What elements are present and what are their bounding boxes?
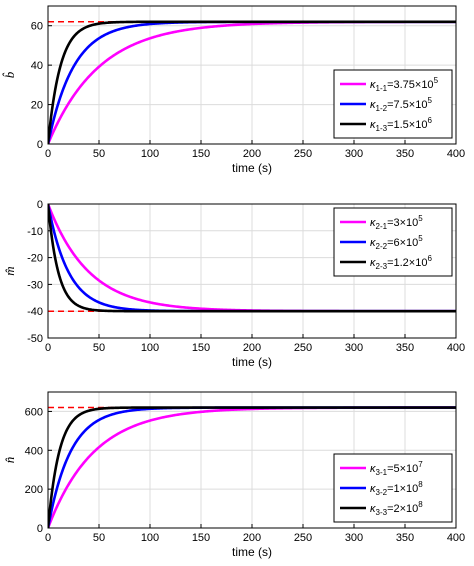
axes-box <box>47 203 457 339</box>
x-tick-label: 350 <box>396 148 414 160</box>
y-tick-label: 0 <box>37 199 43 211</box>
x-tick-label: 300 <box>345 342 363 354</box>
x-axis-label: time (s) <box>232 161 272 175</box>
x-tick-label: 100 <box>141 148 159 160</box>
x-tick-label: 0 <box>45 148 51 160</box>
y-tick-label: -10 <box>27 226 43 238</box>
x-tick-label: 50 <box>93 342 105 354</box>
y-tick-label: -30 <box>27 279 43 291</box>
x-tick-label: 0 <box>45 532 51 544</box>
y-tick-label: 0 <box>37 139 43 151</box>
legend-entry-2: κ2-2=6×105 <box>370 234 423 251</box>
x-tick-label: 400 <box>447 532 465 544</box>
legend-entry-1: κ2-1=3×105 <box>370 214 423 231</box>
series-line-3 <box>48 204 456 313</box>
x-tick-label: 300 <box>345 532 363 544</box>
x-axis-label: time (s) <box>232 545 272 559</box>
x-axis-label: time (s) <box>232 355 272 369</box>
panel-m-hat: 0 50 100 150 200 250 300 350 400 0 -10 -20 -30 -40 -50… <box>2 199 465 369</box>
y-tick-label: -40 <box>27 306 43 318</box>
legend-entry-2: κ1-2=7.5×105 <box>370 96 432 113</box>
y-tick-label: -20 <box>27 253 43 265</box>
y-tick-label: 600 <box>25 406 43 418</box>
y-axis-label: b̂ <box>2 71 17 78</box>
x-tick-label: 400 <box>447 342 465 354</box>
x-tick-label: 400 <box>447 148 465 160</box>
series-line-3 <box>48 406 456 528</box>
y-tick-label: -50 <box>27 333 43 345</box>
legend-entry-1: κ3-1=5×107 <box>370 460 423 477</box>
x-tick-label: 150 <box>192 342 210 354</box>
y-tick-label: 400 <box>25 445 43 457</box>
series-line-3 <box>48 20 456 144</box>
legend-entry-2: κ3-2=1×108 <box>370 480 423 497</box>
legend-entry-3: κ1-3=1.5×106 <box>370 116 432 133</box>
x-tick-label: 250 <box>294 532 312 544</box>
x-tick-label: 50 <box>93 148 105 160</box>
y-tick-label: 40 <box>31 60 43 72</box>
x-tick-label: 200 <box>243 532 261 544</box>
x-tick-label: 150 <box>192 532 210 544</box>
x-tick-label: 300 <box>345 148 363 160</box>
x-tick-label: 0 <box>45 342 51 354</box>
y-tick-label: 0 <box>37 523 43 535</box>
x-tick-label: 100 <box>141 342 159 354</box>
x-tick-label: 250 <box>294 148 312 160</box>
x-tick-label: 250 <box>294 342 312 354</box>
y-tick-label: 200 <box>25 484 43 496</box>
x-tick-label: 200 <box>243 148 261 160</box>
y-tick-label: 20 <box>31 100 43 112</box>
x-tick-label: 350 <box>396 532 414 544</box>
x-tick-label: 100 <box>141 532 159 544</box>
axes-box <box>47 391 457 529</box>
legend-entry-3: κ2-3=1.2×106 <box>370 254 432 271</box>
x-tick-label: 150 <box>192 148 210 160</box>
y-axis-label: n̂ <box>2 457 17 464</box>
panel-b-hat: 0 50 100 150 200 250 300 350 400 0 20 40 60 time (s) b… <box>2 5 465 175</box>
y-tick-label: 60 <box>31 21 43 33</box>
legend-entry-1: κ1-1=3.75×105 <box>370 76 439 93</box>
y-axis-label: m̂ <box>2 266 17 275</box>
legend-entry-3: κ3-3=2×108 <box>370 500 423 517</box>
x-tick-label: 50 <box>93 532 105 544</box>
panel-n-hat: 0 50 100 150 200 250 300 350 400 0 200 400 600 time (… <box>2 391 465 559</box>
x-tick-label: 200 <box>243 342 261 354</box>
x-tick-label: 350 <box>396 342 414 354</box>
axes-box <box>47 5 457 145</box>
